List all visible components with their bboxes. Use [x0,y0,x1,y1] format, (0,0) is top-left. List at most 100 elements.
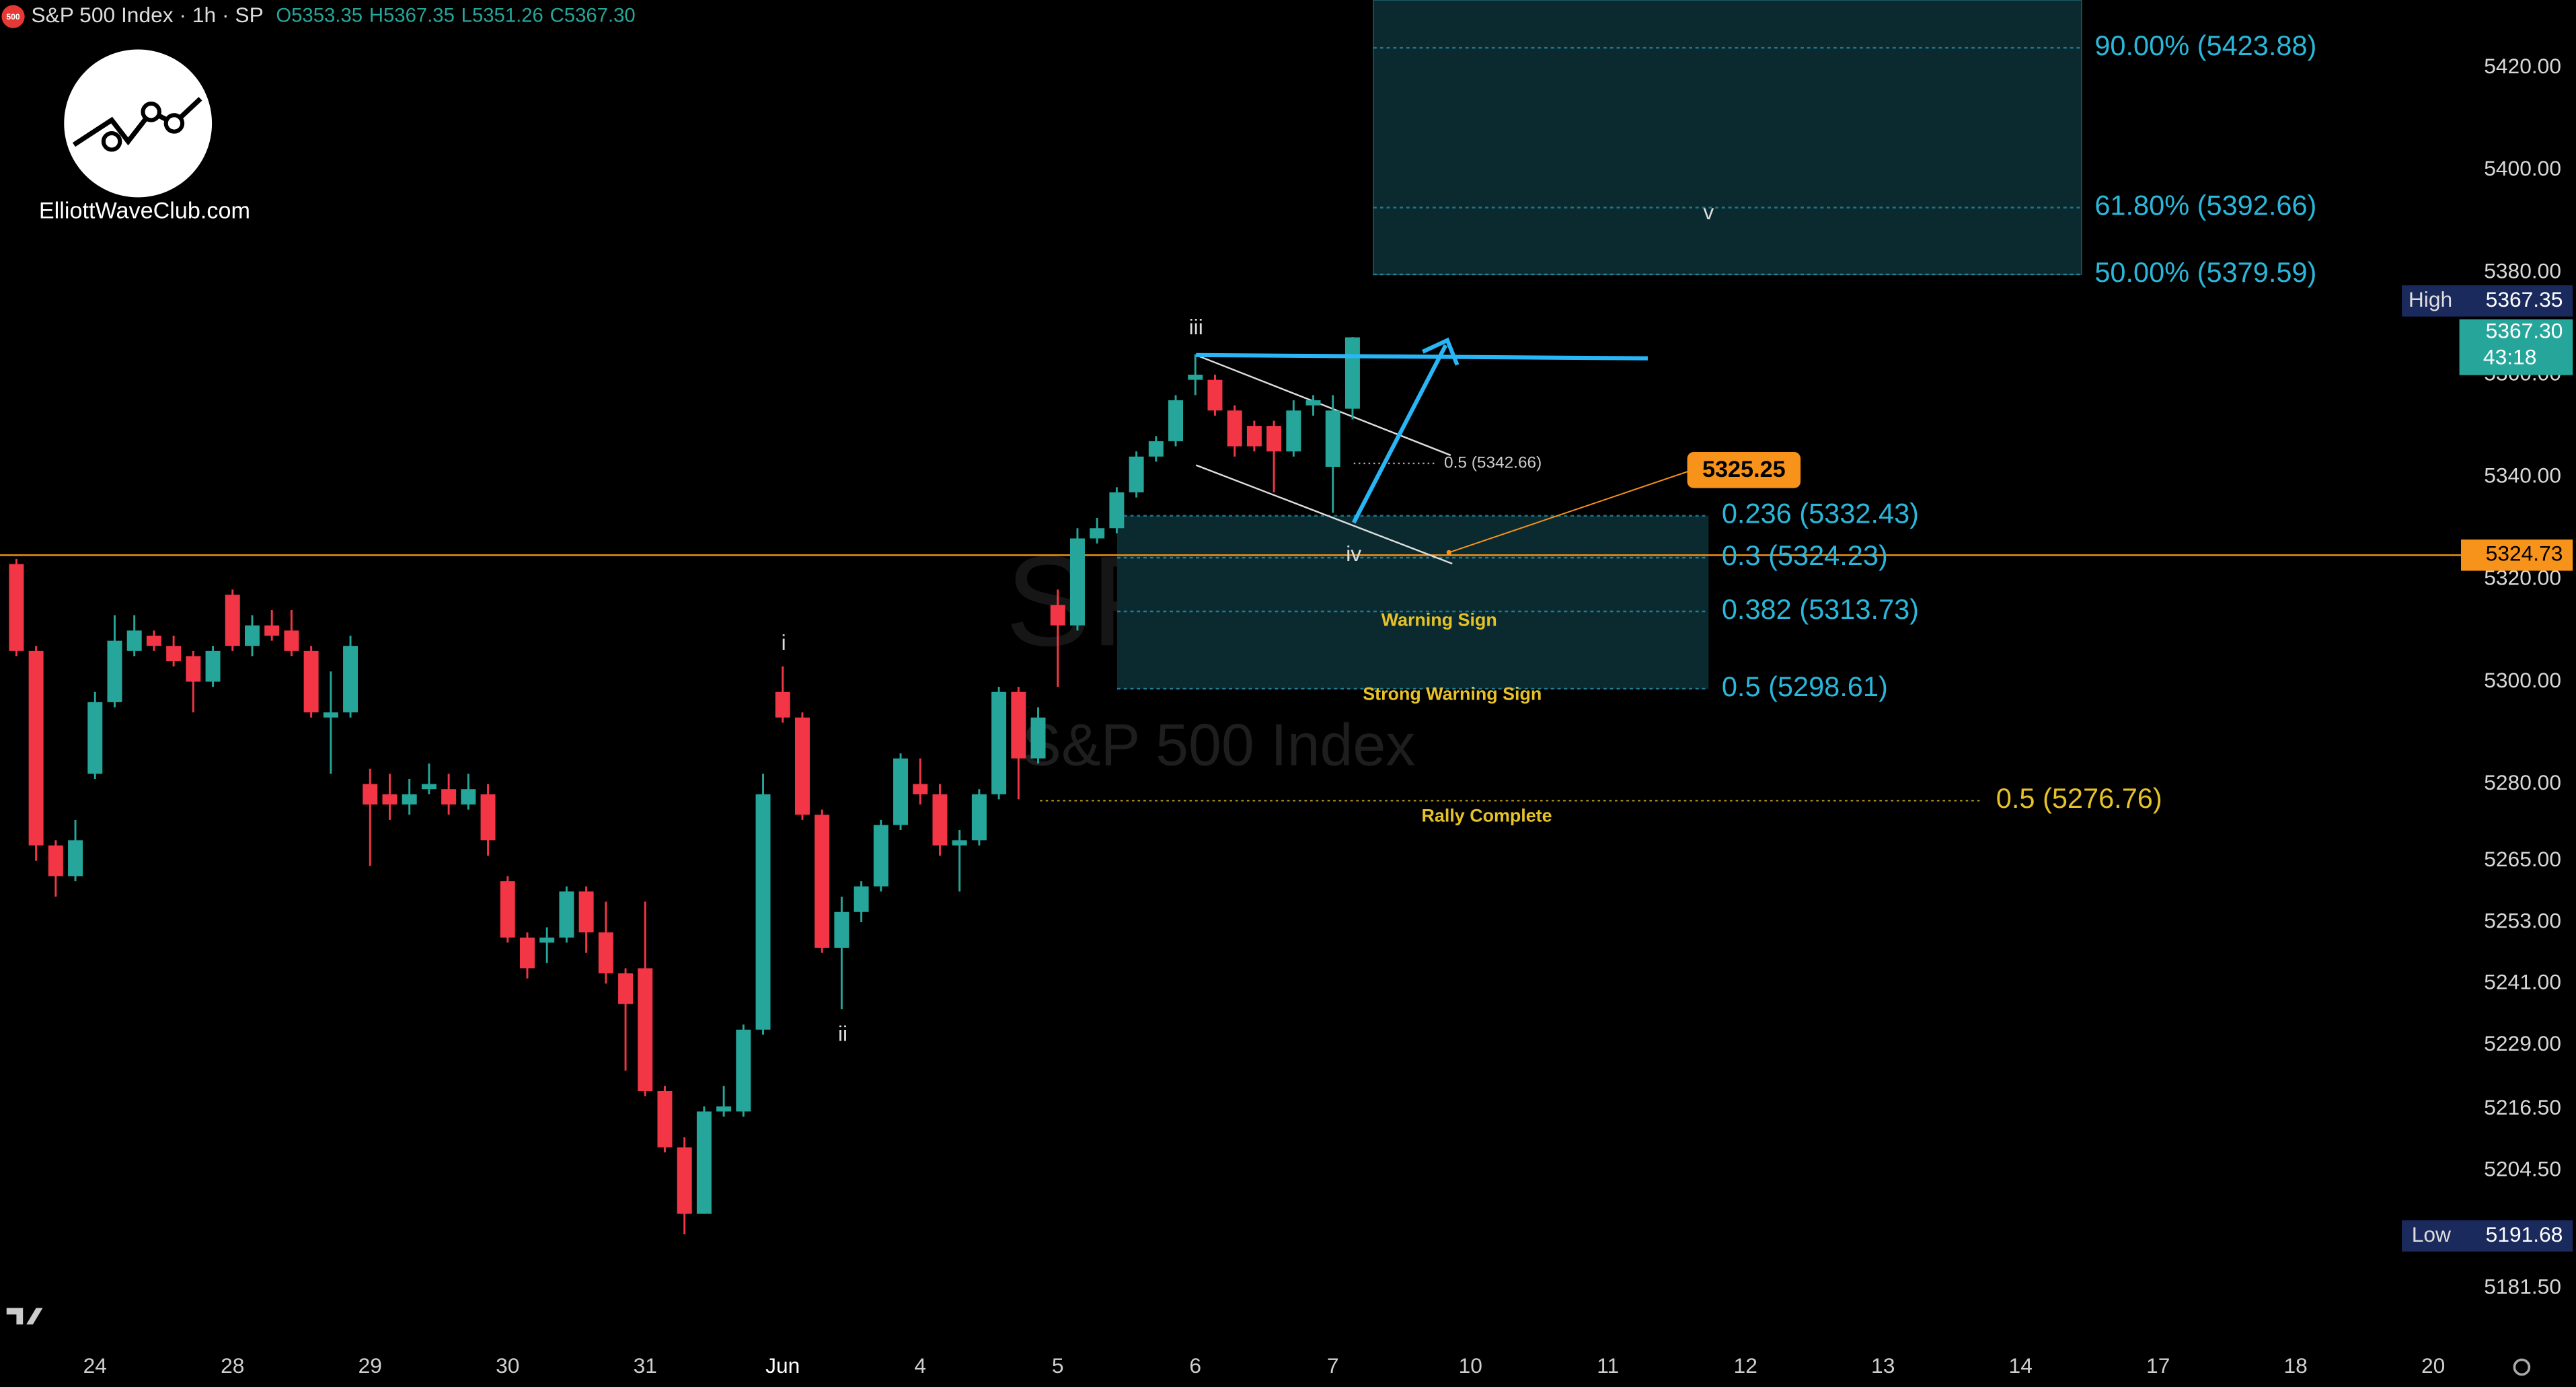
wave-label: iii [1189,315,1203,339]
candle-body [461,789,476,805]
fib-level-label: 61.80% (5392.66) [2094,190,2316,221]
candle-body [893,758,909,825]
x-tick-label: 31 [634,1353,657,1378]
candle-body [186,656,201,682]
last-price-label: 5367.30 [2486,319,2563,343]
fib-zone-lower [1116,515,1709,689]
high-caption: High [2409,287,2452,311]
y-tick-label: 5241.00 [2484,970,2561,994]
candle-body [500,881,515,938]
candle-body [166,646,182,662]
low-box [2402,1220,2573,1252]
candle-body [68,840,83,876]
candle-body [952,840,967,846]
x-tick-label: Jun [765,1353,800,1378]
callout-line [1449,469,1693,554]
candle-body [363,784,378,805]
y-tick-label: 5420.00 [2484,54,2561,78]
resistance-line [1196,352,1648,361]
x-tick-label: 18 [2284,1353,2308,1378]
candle-body [638,968,653,1092]
candle-body [578,891,594,933]
fib-level-label: 0.382 (5313.73) [1722,593,1919,625]
target-label: 0.5 (5276.76) [1996,782,2162,814]
fib-level-label: 50.00% (5379.59) [2094,256,2316,288]
y-tick-label: 5280.00 [2484,770,2561,794]
midpoint-label: 0.5 (5342.66) [1444,453,1542,472]
fib-level-label: 0.3 (5324.23) [1722,539,1888,571]
candle-body [834,911,849,948]
candle-body [1207,379,1223,411]
candle-body [1148,441,1164,457]
candle-body [284,630,299,651]
candle-body [9,564,24,651]
badge-text: 500 [6,12,20,22]
support-price-label: 5324.73 [2486,541,2563,566]
low-caption: Low [2412,1222,2451,1246]
y-tick-label: 5300.00 [2484,668,2561,692]
candle-body [1030,717,1046,759]
candle-body [402,794,417,805]
logo-dot [163,113,185,134]
candle-body [1227,410,1242,447]
candle-body [657,1091,673,1148]
logo-dot [101,131,122,152]
channel-line [1195,464,1453,565]
candle-body [480,794,496,841]
candle-body [971,794,987,841]
zone-note: Warning Sign [1381,610,1497,630]
candle-body [775,691,790,718]
x-tick-label: 17 [2146,1353,2170,1378]
candle-body [1069,538,1085,626]
candle-body [382,794,397,805]
ohlc-value: L5351.26 [461,4,543,26]
x-tick-label: 28 [221,1353,244,1378]
candle-body [932,794,948,846]
x-tick-label: 12 [1734,1353,1757,1378]
x-tick-label: 7 [1327,1353,1339,1378]
ohlc-value: O5353.35 [276,4,363,26]
candle-body [421,784,437,790]
candle-body [1090,528,1105,539]
candle-body [854,886,869,912]
candle-body [303,650,319,713]
projection-arrowhead [1422,337,1460,366]
logo-circle [64,49,213,198]
watermark-name: S&P 500 Index [1022,711,1415,778]
fib-level-label: 0.236 (5332.43) [1722,498,1919,529]
candle-body [991,691,1007,794]
x-tick-label: 11 [1597,1353,1619,1378]
candle-body [146,635,161,646]
x-tick-label: 14 [2009,1353,2033,1378]
settings-icon[interactable] [2513,1358,2531,1376]
candle-body [87,702,103,774]
x-tick-label: 5 [1052,1353,1064,1378]
candle-body [618,973,634,1004]
candle-body [716,1106,732,1112]
wave-label: i [782,630,786,654]
candle-body [28,650,44,846]
y-tick-label: 5400.00 [2484,156,2561,180]
zone-note: Strong Warning Sign [1363,684,1542,704]
symbol-badge [1,5,25,28]
x-tick-label: 20 [2421,1353,2445,1378]
candle-body [539,937,555,943]
candle-body [1344,337,1360,409]
candle-body [873,825,888,887]
countdown-label: 43:18 [2483,345,2536,369]
tv-logo [6,1308,43,1324]
callout-point [1446,550,1452,556]
label-layer: 500 S&P 500 Index · 1h · SP ElliottWaveC… [1,3,2573,1376]
candle-body [755,794,771,1030]
y-tick-label: 5265.00 [2484,847,2561,871]
candle-body [559,891,574,938]
x-tick-label: 29 [358,1353,382,1378]
wave-label: v [1703,200,1714,224]
x-tick-label: 6 [1189,1353,1201,1378]
low-value: 5191.68 [2486,1222,2563,1246]
plot-layer: 5420.005400.005380.005360.005340.005320.… [9,54,2561,1378]
candle-body [677,1147,692,1214]
candle-body [1286,410,1301,452]
